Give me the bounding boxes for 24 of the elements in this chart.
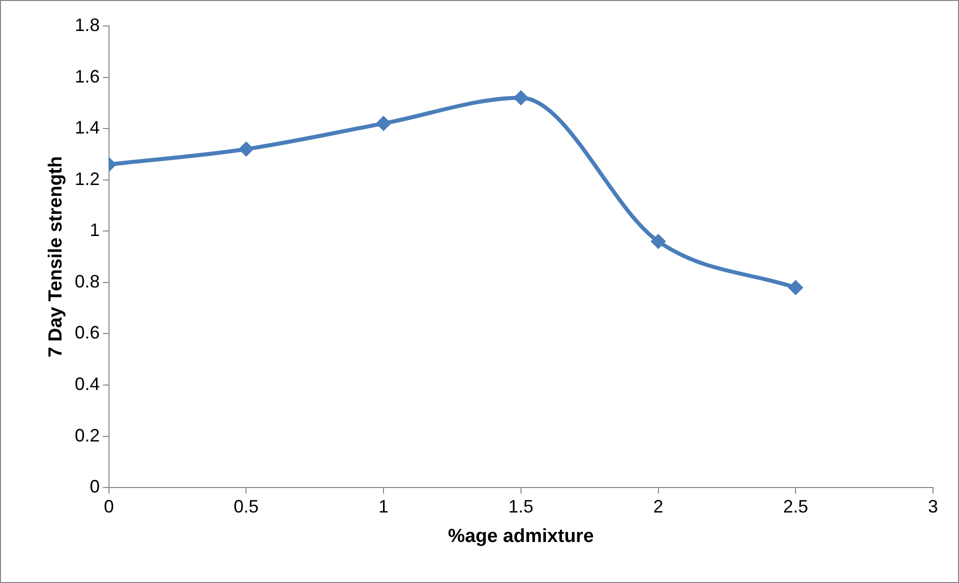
- x-tick-label: 0.5: [234, 496, 259, 516]
- y-tick-label: 1: [90, 220, 100, 240]
- x-axis-title: %age admixture: [448, 526, 594, 547]
- y-tick-label: 1.8: [74, 14, 100, 35]
- x-tick-label: 0: [104, 496, 114, 516]
- y-tick-label: 0: [90, 476, 100, 497]
- y-tick-label: 1.2: [74, 168, 100, 189]
- x-tick-label: 1.5: [508, 496, 534, 516]
- y-tick-label: 1.6: [74, 66, 100, 86]
- x-tick-label: 1: [378, 496, 389, 516]
- point: [513, 90, 528, 106]
- x-tick-label: 2: [653, 496, 664, 516]
- x-tick-label: 2.5: [783, 496, 808, 516]
- y-tick-label: 0.4: [74, 374, 100, 394]
- x-tick-label: 3: [928, 496, 938, 516]
- y-tick-label: 0.6: [74, 322, 100, 343]
- point: [238, 142, 254, 157]
- y-axis-title: 7 Day Tensile strength: [46, 156, 67, 358]
- point: [376, 116, 392, 131]
- y-tick-label: 0.8: [74, 271, 100, 292]
- point: [650, 234, 666, 249]
- point: [788, 280, 804, 296]
- y-tick-label: 1.4: [74, 118, 100, 138]
- y-tick-label: 0.2: [74, 425, 100, 446]
